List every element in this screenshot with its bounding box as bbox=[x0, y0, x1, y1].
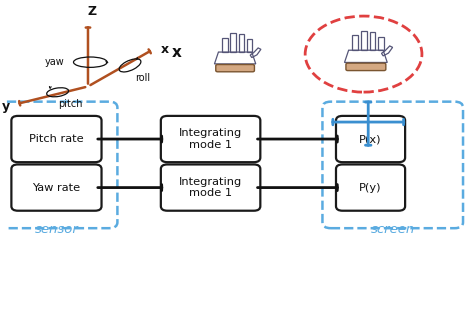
Text: yaw: yaw bbox=[45, 57, 64, 67]
FancyBboxPatch shape bbox=[336, 116, 405, 162]
FancyBboxPatch shape bbox=[11, 164, 101, 211]
Text: roll: roll bbox=[135, 72, 150, 83]
Text: x: x bbox=[172, 45, 182, 60]
FancyBboxPatch shape bbox=[11, 116, 101, 162]
Text: sensor: sensor bbox=[35, 223, 79, 236]
Text: Yaw rate: Yaw rate bbox=[32, 183, 81, 193]
FancyBboxPatch shape bbox=[346, 63, 386, 71]
Text: Pitch rate: Pitch rate bbox=[29, 134, 84, 144]
Text: Integrating
mode 1: Integrating mode 1 bbox=[179, 128, 242, 150]
Text: y: y bbox=[1, 100, 9, 113]
Text: x: x bbox=[160, 43, 168, 56]
Text: P(x): P(x) bbox=[359, 134, 382, 144]
FancyBboxPatch shape bbox=[161, 164, 260, 211]
Text: pitch: pitch bbox=[59, 99, 83, 109]
FancyBboxPatch shape bbox=[336, 164, 405, 211]
Text: P(y): P(y) bbox=[359, 183, 382, 193]
Text: Z: Z bbox=[87, 6, 96, 19]
Text: Integrating
mode 1: Integrating mode 1 bbox=[179, 177, 242, 198]
Text: screen: screen bbox=[371, 223, 415, 236]
FancyBboxPatch shape bbox=[216, 65, 255, 72]
FancyBboxPatch shape bbox=[161, 116, 260, 162]
